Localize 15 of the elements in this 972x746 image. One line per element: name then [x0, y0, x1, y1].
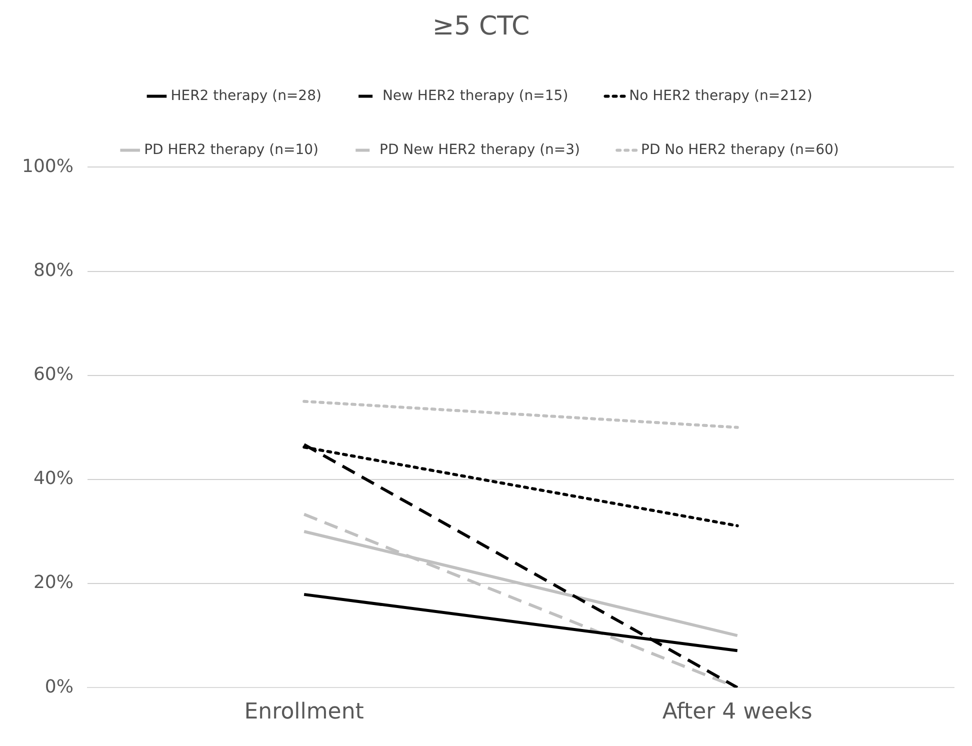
x-tick-label: After 4 weeks — [662, 700, 812, 725]
y-tick-label: 0% — [44, 676, 74, 698]
y-tick-label: 20% — [33, 572, 74, 594]
y-tick-label: 100% — [22, 156, 74, 177]
legend-label: No HER2 therapy (n=212) — [629, 88, 812, 104]
chart-title: ≥5 CTC — [432, 11, 530, 42]
legend-label: HER2 therapy (n=28) — [170, 88, 322, 104]
legend-label: PD No HER2 therapy (n=60) — [641, 142, 839, 158]
y-tick-label: 60% — [33, 364, 74, 386]
y-tick-label: 80% — [33, 260, 74, 281]
legend-label: New HER2 therapy (n=15) — [382, 88, 568, 104]
x-tick-label: Enrollment — [244, 700, 364, 725]
legend-label: PD New HER2 therapy (n=3) — [380, 142, 580, 158]
legend-label: PD HER2 therapy (n=10) — [144, 142, 319, 158]
y-tick-label: 40% — [33, 468, 74, 490]
